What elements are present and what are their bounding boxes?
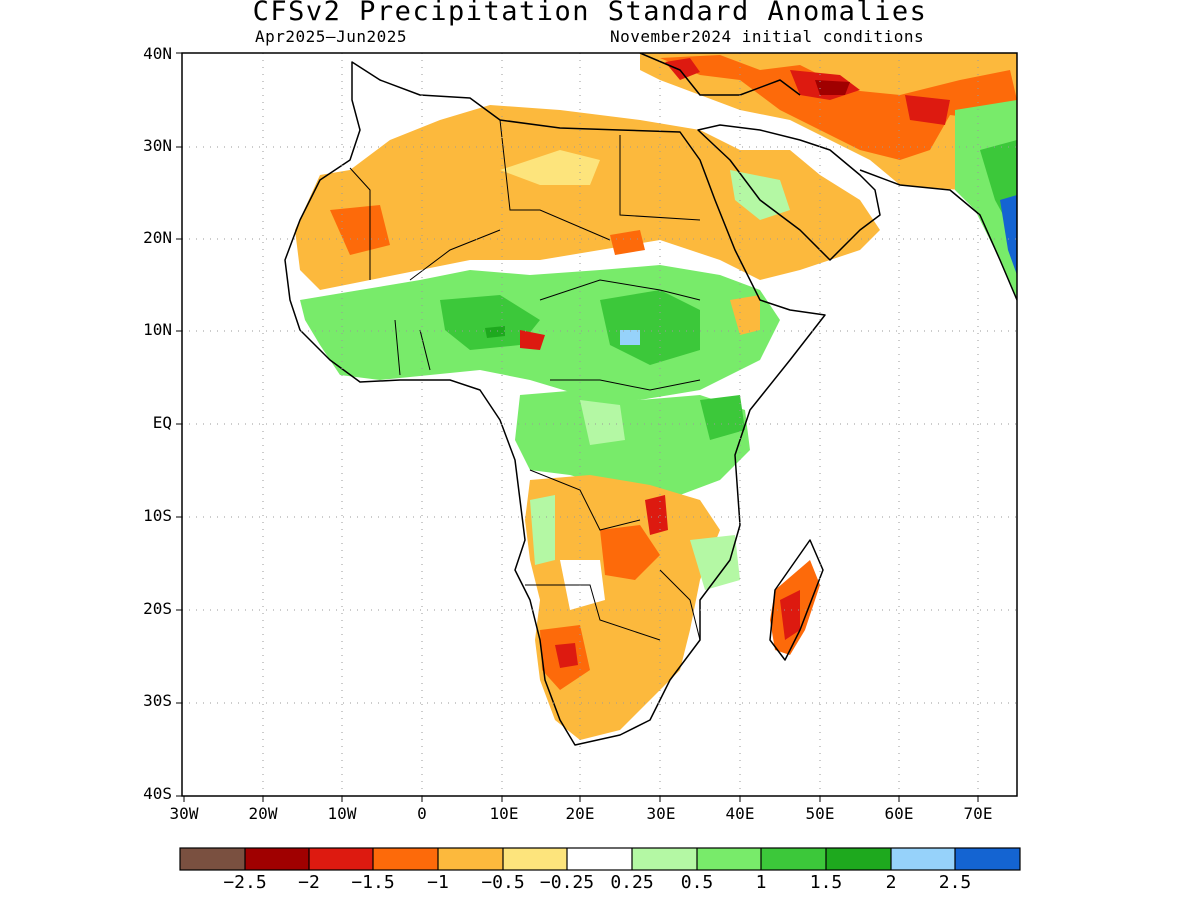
lon-label-20e: 20E bbox=[565, 804, 595, 823]
lat-label-10n: 10N bbox=[143, 320, 172, 339]
colorbar-swatch bbox=[309, 848, 373, 870]
lat-label-30s: 30S bbox=[143, 691, 172, 710]
forecast-period: Apr2025–Jun2025 bbox=[255, 27, 407, 46]
colorbar-swatch bbox=[503, 848, 567, 870]
colorbar-swatch bbox=[955, 848, 1020, 870]
lon-label-10w: 10W bbox=[327, 804, 357, 823]
colorbar-swatch bbox=[180, 848, 245, 870]
colorbar-label: 1.5 bbox=[809, 872, 843, 893]
lat-label-eq: EQ bbox=[152, 413, 172, 432]
anomaly-shading bbox=[295, 53, 1017, 740]
lat-label-30n: 30N bbox=[143, 136, 172, 155]
colorbar-label: −0.25 bbox=[539, 872, 595, 893]
colorbar-swatch bbox=[891, 848, 955, 870]
colorbar-swatch bbox=[245, 848, 309, 870]
colorbar-swatch bbox=[373, 848, 438, 870]
map-title: CFSv2 Precipitation Standard Anomalies bbox=[252, 0, 928, 27]
colorbar-swatch bbox=[567, 848, 632, 870]
colorbar-label: −2 bbox=[298, 872, 320, 893]
lon-label-0: 0 bbox=[417, 804, 427, 823]
lon-label-30e: 30E bbox=[646, 804, 676, 823]
colorbar-label: 0.25 bbox=[610, 872, 654, 893]
lat-label-40s: 40S bbox=[143, 784, 172, 803]
lat-label-40n: 40N bbox=[143, 44, 172, 63]
coastlines bbox=[284, 53, 1017, 746]
lon-label-20w: 20W bbox=[248, 804, 278, 823]
lat-label-10s: 10S bbox=[143, 506, 172, 525]
colorbar-label: 2 bbox=[885, 872, 897, 893]
colorbar-swatch bbox=[438, 848, 503, 870]
colorbar-swatch bbox=[632, 848, 697, 870]
axis-ticks bbox=[176, 52, 979, 802]
lat-label-20n: 20N bbox=[143, 228, 172, 247]
graticule bbox=[182, 53, 1017, 796]
colorbar-label: 2.5 bbox=[938, 872, 972, 893]
initial-conditions: November2024 initial conditions bbox=[610, 27, 925, 46]
lon-label-70e: 70E bbox=[963, 804, 993, 823]
colorbar-swatch bbox=[761, 848, 826, 870]
colorbar-label: −1.5 bbox=[351, 872, 395, 893]
borders bbox=[349, 119, 701, 641]
colorbar bbox=[179, 847, 1021, 871]
lon-label-60e: 60E bbox=[884, 804, 914, 823]
lon-label-30w: 30W bbox=[169, 804, 199, 823]
lon-label-10e: 10E bbox=[489, 804, 519, 823]
colorbar-label: −1 bbox=[427, 872, 449, 893]
lat-label-20s: 20S bbox=[143, 599, 172, 618]
colorbar-swatch bbox=[826, 848, 891, 870]
colorbar-label: −2.5 bbox=[223, 872, 267, 893]
colorbar-swatch bbox=[697, 848, 761, 870]
colorbar-label: −0.5 bbox=[481, 872, 525, 893]
colorbar-label: 1 bbox=[755, 872, 767, 893]
lon-label-40e: 40E bbox=[725, 804, 755, 823]
lon-label-50e: 50E bbox=[805, 804, 835, 823]
colorbar-label: 0.5 bbox=[680, 872, 714, 893]
